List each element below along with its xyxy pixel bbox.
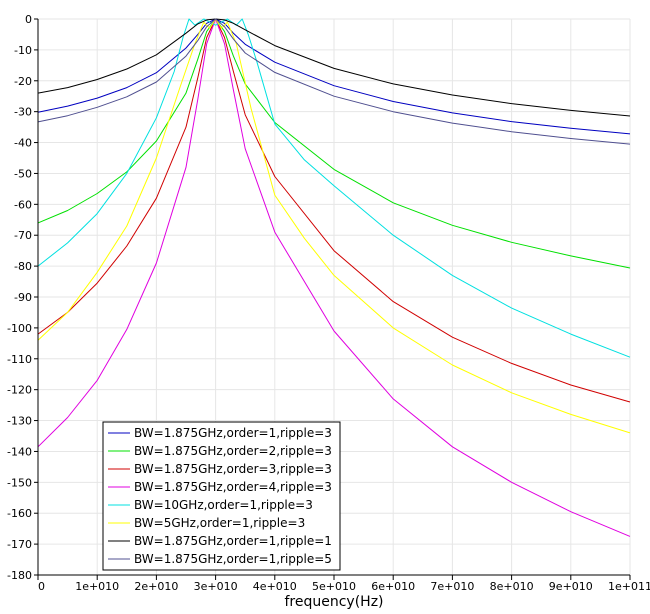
legend-label-4: BW=1.875GHz,order=4,ripple=3 [134,480,332,494]
series-layer [37,18,631,537]
series-line-2 [37,18,631,269]
legend-label-8: BW=1.875GHz,order=1,ripple=5 [134,552,332,566]
legend-label-2: BW=1.875GHz,order=2,ripple=3 [134,444,332,458]
y-tick-label: -40 [14,137,32,150]
y-tick-label: -150 [7,476,32,489]
x-tick-label: 5e+010 [312,580,356,593]
y-tick-label: -140 [7,445,32,458]
y-tick-label: -170 [7,538,32,551]
x-axis-title: frequency(Hz) [284,594,383,610]
tick-labels: 0 1e+010 2e+010 3e+010 4e+010 5e+010 6e+010 7e+… [7,13,650,593]
y-tick-label: -10 [14,44,32,57]
y-tick-label: -70 [14,229,32,242]
y-tick-label: -180 [7,569,32,582]
y-tick-label: -50 [14,167,32,180]
grid [37,18,631,576]
legend-label-7: BW=1.875GHz,order=1,ripple=1 [134,534,332,548]
legend-box [102,421,341,571]
legend: BW=1.875GHz,order=1,ripple=3 BW=1.875GHz,… [102,421,341,571]
y-tick-label: 0 [25,13,32,26]
y-tick-label: -80 [14,260,32,273]
x-tick-label: 4e+010 [253,580,297,593]
x-tick-label: 3e+010 [194,580,238,593]
x-tick-label: 9e+010 [549,580,593,593]
y-tick-label: -30 [14,106,32,119]
y-tick-label: -160 [7,507,32,520]
legend-label-5: BW=10GHz,order=1,ripple=3 [134,498,313,512]
y-tick-label: -130 [7,415,32,428]
y-tick-label: -90 [14,291,32,304]
series-line-1 [37,18,631,135]
y-tick-label: -20 [14,75,32,88]
y-tick-label: -60 [14,198,32,211]
series-line-3 [37,18,631,403]
legend-label-3: BW=1.875GHz,order=3,ripple=3 [134,462,332,476]
x-tick-label: 8e+010 [490,580,534,593]
x-tick-label: 0 [38,580,45,593]
y-tick-label: -110 [7,353,32,366]
x-tick-label: 7e+010 [430,580,474,593]
y-tick-label: -120 [7,384,32,397]
x-tick-label: 1e+010 [75,580,119,593]
series-line-7 [37,18,631,117]
y-tick-label: -100 [7,322,32,335]
series-line-4 [37,18,631,537]
x-tick-label: 1e+011 [608,580,650,593]
legend-label-1: BW=1.875GHz,order=1,ripple=3 [134,426,332,440]
series-line-5 [37,18,631,358]
series-line-6 [37,18,631,434]
x-tick-label: 6e+010 [371,580,415,593]
x-tick-label: 2e+010 [134,580,178,593]
legend-label-6: BW=5GHz,order=1,ripple=3 [134,516,305,530]
series-line-8 [37,18,631,145]
